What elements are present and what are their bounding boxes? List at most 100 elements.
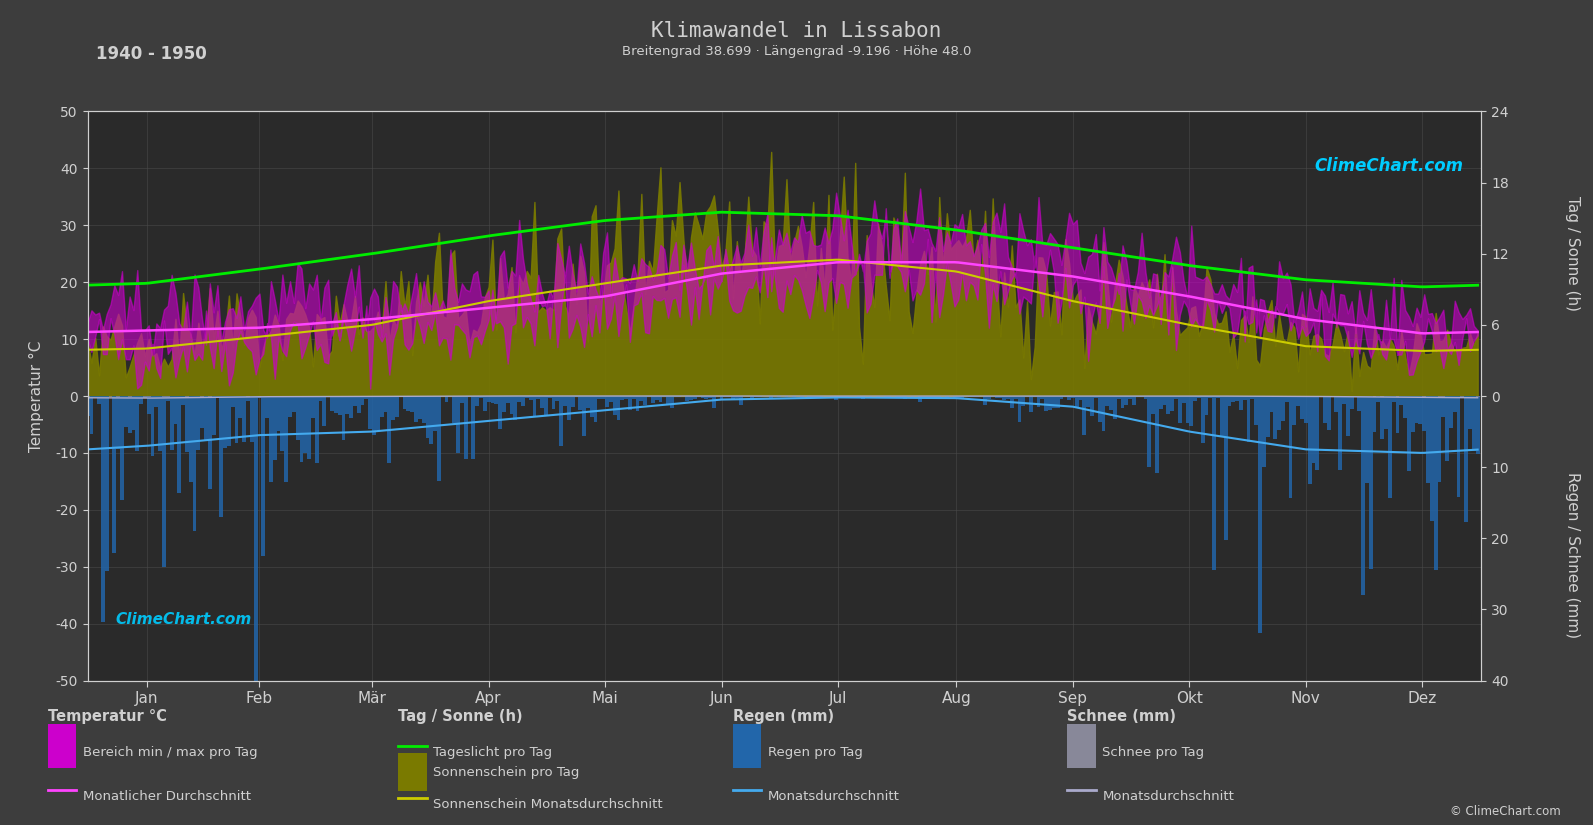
- Text: Regen (mm): Regen (mm): [733, 710, 833, 724]
- Bar: [632, 396, 636, 399]
- Bar: [532, 396, 537, 416]
- Bar: [479, 396, 483, 398]
- Bar: [753, 396, 758, 398]
- Bar: [143, 396, 147, 398]
- Bar: [1026, 396, 1029, 398]
- Bar: [597, 396, 601, 399]
- Bar: [1174, 396, 1177, 399]
- Bar: [1395, 396, 1399, 433]
- Bar: [411, 396, 414, 412]
- Bar: [567, 396, 570, 420]
- Bar: [1018, 396, 1021, 422]
- Bar: [242, 396, 245, 442]
- Text: Regen pro Tag: Regen pro Tag: [768, 746, 863, 759]
- Bar: [196, 396, 201, 450]
- Bar: [193, 396, 196, 531]
- Bar: [1090, 396, 1094, 417]
- Bar: [319, 396, 322, 401]
- Bar: [379, 396, 384, 417]
- Bar: [1289, 396, 1292, 498]
- Text: Tageslicht pro Tag: Tageslicht pro Tag: [433, 746, 553, 759]
- Text: Schnee (mm): Schnee (mm): [1067, 710, 1176, 724]
- Bar: [1392, 396, 1395, 402]
- Bar: [338, 396, 341, 415]
- Bar: [147, 396, 151, 414]
- Bar: [988, 396, 991, 398]
- Bar: [769, 396, 773, 399]
- Bar: [354, 396, 357, 406]
- Bar: [1029, 396, 1032, 412]
- Bar: [507, 396, 510, 403]
- Bar: [414, 396, 417, 422]
- Bar: [1212, 396, 1215, 570]
- Bar: [1190, 396, 1193, 427]
- Bar: [97, 396, 100, 404]
- Bar: [1125, 396, 1128, 405]
- Bar: [685, 396, 690, 401]
- Bar: [349, 396, 354, 418]
- Bar: [1106, 396, 1109, 406]
- Bar: [1418, 396, 1423, 425]
- Bar: [253, 396, 258, 715]
- Bar: [1007, 396, 1010, 399]
- Bar: [1196, 396, 1201, 398]
- Bar: [239, 396, 242, 418]
- Bar: [616, 396, 620, 420]
- Bar: [398, 753, 427, 791]
- Bar: [1292, 396, 1297, 425]
- Bar: [296, 396, 299, 441]
- Bar: [975, 396, 980, 397]
- Bar: [357, 396, 360, 413]
- Bar: [170, 396, 174, 450]
- Bar: [1278, 396, 1281, 430]
- Bar: [800, 396, 803, 398]
- Text: Sonnenschein pro Tag: Sonnenschein pro Tag: [433, 766, 580, 780]
- Bar: [581, 396, 586, 436]
- Bar: [406, 396, 411, 411]
- Bar: [1380, 396, 1384, 397]
- Bar: [341, 396, 346, 441]
- Bar: [430, 396, 433, 444]
- Text: Sonnenschein Monatsdurchschnitt: Sonnenschein Monatsdurchschnitt: [433, 798, 663, 811]
- Bar: [1059, 396, 1064, 398]
- Bar: [155, 396, 158, 407]
- Bar: [425, 396, 430, 438]
- Bar: [1453, 396, 1456, 412]
- Bar: [365, 396, 368, 398]
- Bar: [1270, 396, 1273, 412]
- Bar: [433, 396, 436, 431]
- Bar: [589, 396, 594, 417]
- Bar: [135, 396, 139, 451]
- Bar: [1231, 396, 1235, 402]
- Bar: [1155, 396, 1158, 474]
- Bar: [644, 396, 647, 405]
- Text: Regen / Schnee (mm): Regen / Schnee (mm): [1564, 473, 1580, 639]
- Bar: [1281, 396, 1286, 422]
- Bar: [499, 396, 502, 429]
- Bar: [696, 396, 701, 397]
- Bar: [1048, 396, 1051, 411]
- Bar: [548, 396, 551, 398]
- Bar: [127, 396, 132, 433]
- Bar: [322, 396, 327, 427]
- Bar: [1365, 396, 1368, 483]
- Text: Tag / Sonne (h): Tag / Sonne (h): [398, 710, 523, 724]
- Bar: [460, 396, 464, 403]
- Bar: [578, 396, 581, 409]
- Bar: [395, 396, 398, 417]
- Bar: [1442, 396, 1445, 417]
- Bar: [658, 396, 663, 402]
- Text: Schnee pro Tag: Schnee pro Tag: [1102, 746, 1204, 759]
- Bar: [245, 396, 250, 401]
- Text: Klimawandel in Lissabon: Klimawandel in Lissabon: [652, 21, 941, 40]
- Bar: [930, 396, 933, 398]
- Bar: [652, 396, 655, 403]
- Bar: [209, 396, 212, 489]
- Bar: [663, 396, 666, 397]
- Bar: [709, 396, 712, 398]
- Bar: [464, 396, 468, 460]
- Bar: [1171, 396, 1174, 411]
- Bar: [177, 396, 182, 493]
- Bar: [403, 396, 406, 409]
- Bar: [299, 396, 303, 462]
